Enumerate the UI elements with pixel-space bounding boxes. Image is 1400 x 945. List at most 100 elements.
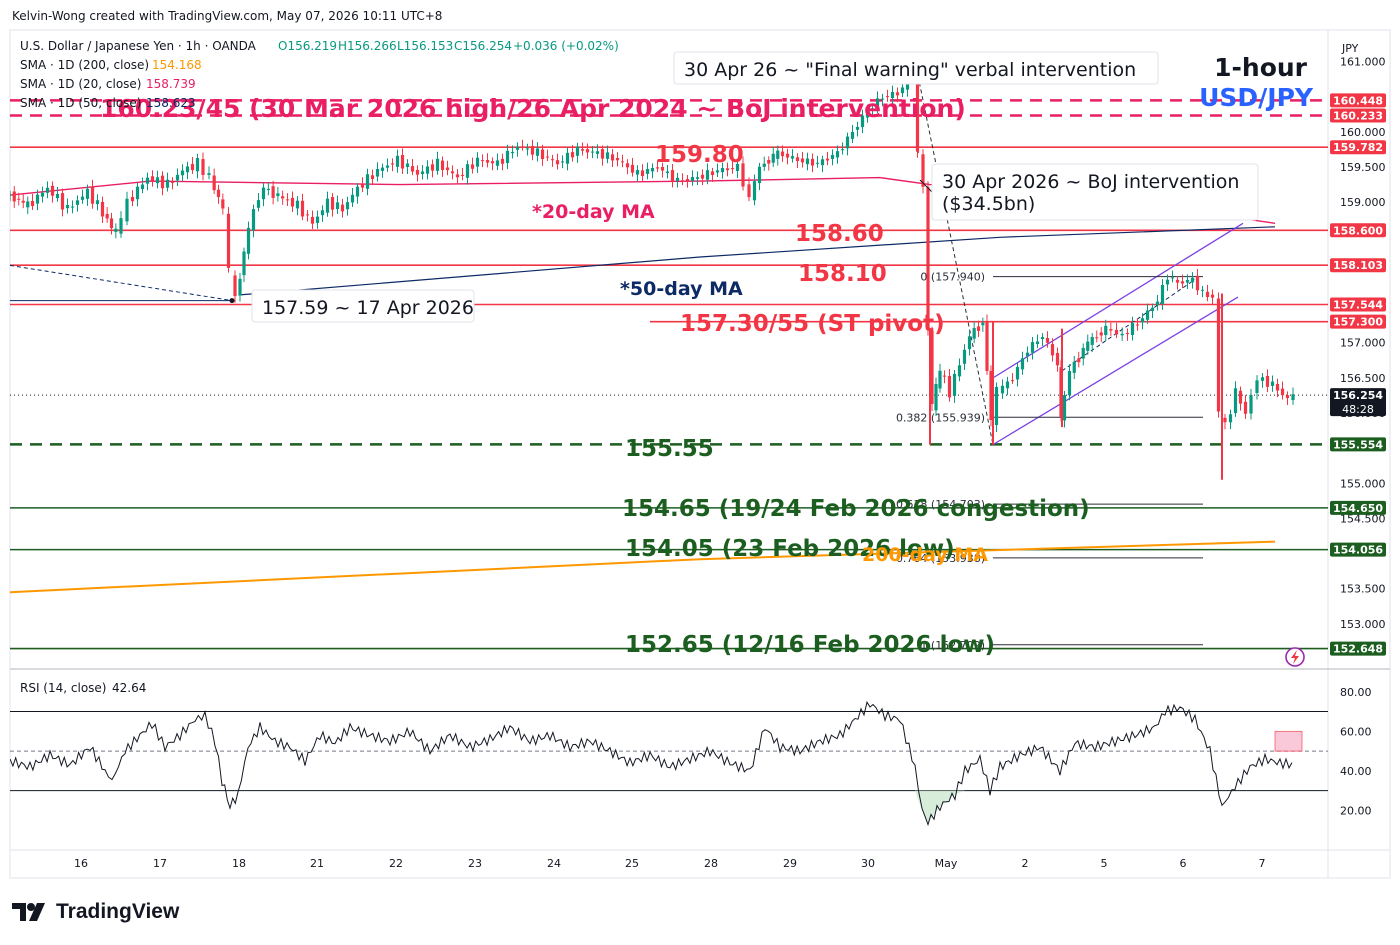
- candle-body: [1223, 417, 1227, 423]
- candle-body: [600, 149, 605, 159]
- candle-body: [475, 157, 480, 167]
- channel-upper[interactable]: [992, 222, 1244, 379]
- candle-body: [500, 158, 505, 164]
- time-tick: May: [935, 857, 958, 870]
- candle-body: [540, 149, 545, 160]
- legend-high: H156.266: [338, 39, 397, 53]
- legend-open: O156.219: [278, 39, 337, 53]
- candle-body: [300, 200, 305, 217]
- candle-body: [440, 160, 445, 170]
- time-tick: 17: [153, 857, 167, 870]
- candle-body: [1072, 361, 1076, 373]
- label-50-day-ma: *50-day MA: [620, 278, 743, 300]
- legend-sma200-label[interactable]: SMA · 1D (200, close): [20, 58, 149, 72]
- price-badge[interactable]: [1330, 140, 1386, 155]
- candle-body: [105, 213, 109, 219]
- candle-body: [610, 154, 615, 161]
- candle-body: [957, 365, 962, 377]
- annotation-layer: 0 (157.940) 0.382 (155.939) 0.618 (154.703…: [100, 51, 1259, 658]
- candle-body: [605, 152, 610, 159]
- candle-body: [660, 167, 665, 171]
- candle-body: [266, 188, 270, 190]
- candle-body: [90, 186, 95, 204]
- time-tick: 28: [704, 857, 718, 870]
- candle-body: [1095, 337, 1099, 339]
- candle-body: [1165, 279, 1170, 285]
- candle-body: [1010, 380, 1015, 382]
- candle-body: [1062, 395, 1067, 421]
- candle-body: [665, 171, 670, 174]
- candle-body: [720, 168, 725, 173]
- tradingview-logo[interactable]: TradingView: [12, 900, 179, 924]
- candle-body: [285, 199, 290, 201]
- price-badge[interactable]: [1330, 297, 1386, 312]
- candle-body: [470, 164, 475, 169]
- candle-body: [972, 328, 976, 339]
- candle-body: [555, 160, 560, 165]
- sma200-line[interactable]: [10, 540, 1276, 594]
- price-badge[interactable]: [1330, 93, 1386, 108]
- candle-body: [21, 200, 25, 203]
- candle-body: [281, 196, 285, 199]
- candle-body: [930, 330, 934, 405]
- candle-body: [212, 175, 216, 191]
- price-badge[interactable]: [1330, 641, 1386, 656]
- time-tick: 2: [1022, 857, 1029, 870]
- price-badge[interactable]: [1330, 388, 1386, 417]
- candle-body: [865, 111, 870, 118]
- currency-label[interactable]: JPY: [1341, 42, 1359, 55]
- price-badge[interactable]: [1330, 108, 1386, 123]
- candle-body: [160, 175, 165, 189]
- price-badge[interactable]: [1330, 542, 1386, 557]
- candle-body: [650, 167, 655, 172]
- price-badge[interactable]: [1330, 437, 1386, 452]
- price-axis[interactable]: 161.000 160.000 159.500 159.000 157.000 156.5…: [1330, 56, 1386, 818]
- price-pane[interactable]: [1, 70, 1328, 650]
- candle-body: [201, 159, 205, 176]
- candle-body: [340, 204, 345, 212]
- legend-sma50-label[interactable]: SMA · 1D (50, close): [20, 96, 141, 110]
- rsi-label[interactable]: RSI (14, close): [20, 681, 106, 695]
- time-axis[interactable]: 16 17 18 21 22 23 24 25 28 29 30 May 2 5 6 7: [74, 857, 1266, 870]
- rsi-pane[interactable]: [10, 700, 1328, 827]
- candle-body: [485, 160, 490, 163]
- candle-body: [375, 168, 380, 177]
- legend-sma50-value: 158.623: [146, 96, 196, 110]
- candle-body: [238, 278, 242, 296]
- candle-body: [1145, 310, 1150, 320]
- candle-body: [150, 176, 155, 181]
- candle-body: [780, 151, 785, 157]
- legend-symbol[interactable]: U.S. Dollar / Japanese Yen · 1h · OANDA: [20, 39, 257, 53]
- callout-final-warning-text-0: 30 Apr 26 ~ "Final warning" verbal inter…: [684, 59, 1136, 81]
- price-badge[interactable]: [1330, 258, 1386, 273]
- lightning-icon[interactable]: [1285, 647, 1305, 667]
- candle-body: [695, 177, 700, 179]
- candle-body: [170, 181, 175, 183]
- candle-body: [585, 149, 590, 153]
- price-badge[interactable]: [1330, 500, 1386, 515]
- callout-boj-2026-text-1: ($34.5bn): [942, 193, 1035, 215]
- candle-body: [190, 163, 195, 171]
- sma50-line[interactable]: [239, 226, 1276, 296]
- label-st-pivot: 157.30/55 (ST pivot): [680, 311, 945, 337]
- rsi-value: 42.64: [112, 681, 146, 695]
- candle-body: [271, 186, 275, 198]
- timeframe-title: 1-hour: [1214, 53, 1308, 82]
- channel-lower[interactable]: [992, 296, 1239, 446]
- price-badge[interactable]: [1330, 314, 1386, 329]
- candle-body: [1180, 281, 1185, 284]
- rsi-line[interactable]: [10, 700, 1293, 827]
- candle-body: [330, 197, 335, 210]
- candle-body: [815, 162, 820, 164]
- time-tick: 21: [310, 857, 324, 870]
- price-badge[interactable]: [1330, 223, 1386, 238]
- legend-sma20-label[interactable]: SMA · 1D (20, close): [20, 77, 141, 91]
- candle-body: [655, 167, 660, 169]
- candle-body: [1000, 385, 1005, 394]
- candle-body: [1185, 279, 1190, 283]
- candle-body: [55, 193, 60, 199]
- candle-body: [767, 159, 771, 164]
- candle-body: [155, 177, 160, 184]
- candle-body: [985, 321, 989, 371]
